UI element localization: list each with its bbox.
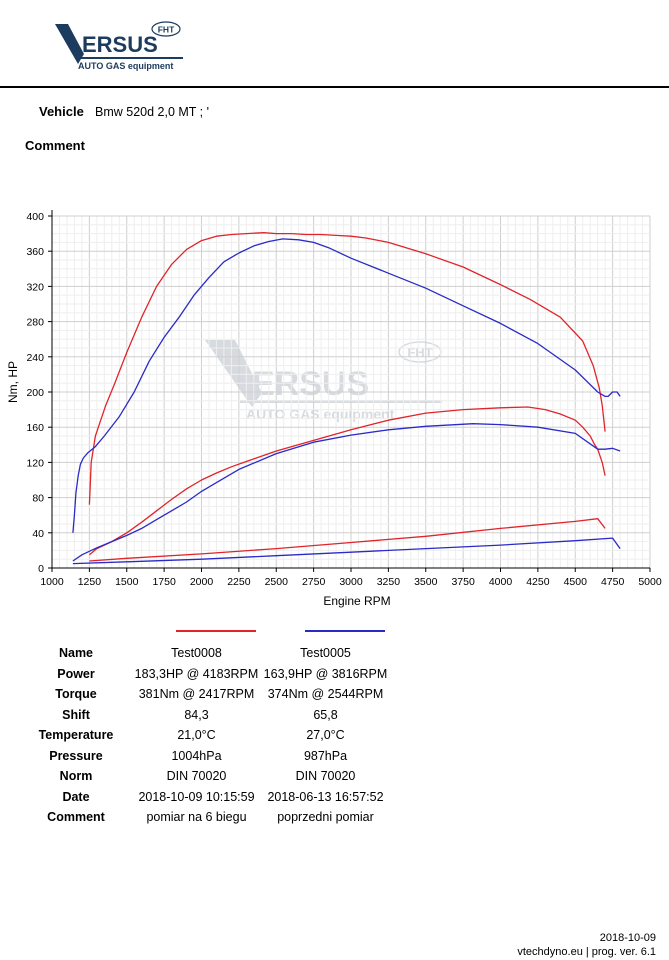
y-tick-label: 0 [38, 563, 44, 575]
table-row: Norm DIN 70020 DIN 70020 [20, 766, 390, 787]
y-tick-label: 200 [26, 387, 44, 399]
row-value-b: 65,8 [313, 707, 338, 722]
comment-label: Comment [25, 138, 85, 153]
legend-line-test0008 [176, 630, 256, 632]
legend-line-test0005 [305, 630, 385, 632]
row-value-a: 2018-10-09 10:15:59 [138, 789, 255, 804]
table-row: Pressure 1004hPa 987hPa [20, 746, 390, 767]
y-tick-label: 360 [26, 246, 44, 258]
row-value-a: DIN 70020 [166, 769, 227, 784]
logo-text: ERSUS [82, 32, 158, 57]
y-tick-label: 80 [32, 493, 44, 505]
row-label: Pressure [49, 748, 103, 763]
x-tick-label: 3500 [414, 576, 438, 588]
series-loss-test0005 [72, 537, 621, 565]
x-tick-label: 4750 [601, 576, 625, 588]
y-tick-label: 400 [26, 211, 44, 223]
results-table: Name Test0008 Test0005 Power 183,3HP @ 4… [20, 643, 390, 828]
row-value-b: 987hPa [303, 748, 348, 763]
series-torque-test0008 [88, 232, 606, 505]
footer-date: 2018-10-09 [599, 932, 656, 944]
versus-logo-mark: ERSUS FHT AUTO GAS equipment [55, 21, 183, 71]
x-tick-label: 3750 [451, 576, 475, 588]
x-tick-label: 4500 [564, 576, 588, 588]
x-tick-label: 1250 [78, 576, 102, 588]
y-tick-label: 120 [26, 457, 44, 469]
row-value-a: 381Nm @ 2417RPM [138, 687, 255, 702]
y-tick-label: 160 [26, 422, 44, 434]
row-value-b: 2018-06-13 16:57:52 [267, 789, 384, 804]
y-tick-label: 240 [26, 352, 44, 364]
logo-badge-ring [151, 21, 181, 37]
name-test-b: Test0005 [300, 646, 351, 661]
row-value-a: 1004hPa [171, 748, 222, 763]
x-tick-label: 4000 [489, 576, 513, 588]
vehicle-value: Bmw 520d 2,0 MT ; ' [95, 105, 210, 119]
series-power-test0005 [72, 423, 621, 562]
table-row: Comment pomiar na 6 biegu poprzedni pomi… [20, 807, 390, 828]
row-value-b: poprzedni pomiar [277, 810, 374, 825]
table-row: Date 2018-10-09 10:15:59 2018-06-13 16:5… [20, 787, 390, 808]
row-label: Power [57, 666, 95, 681]
x-tick-label: 4250 [526, 576, 550, 588]
logo-badge: FHT [158, 25, 175, 35]
name-test-a: Test0008 [171, 646, 222, 661]
row-value-b: DIN 70020 [295, 769, 356, 784]
logo-tagline: AUTO GAS equipment [78, 61, 173, 71]
x-tick-label: 5000 [638, 576, 662, 588]
row-value-a: 21,0°C [177, 728, 216, 743]
series-torque-test0005 [72, 238, 621, 533]
row-label: Torque [55, 687, 97, 702]
x-tick-label: 2750 [302, 576, 326, 588]
x-tick-label: 3250 [377, 576, 401, 588]
table-row: Torque 381Nm @ 2417RPM 374Nm @ 2544RPM [20, 684, 390, 705]
name-label: Name [58, 646, 94, 661]
x-tick-label: 2250 [227, 576, 251, 588]
y-tick-label: 320 [26, 281, 44, 293]
chart-axes: 1000 1250 1500 1750 2000 2250 2500 2750 3000 3250… [26, 210, 662, 588]
header-divider [0, 86, 669, 88]
row-value-a: 84,3 [184, 707, 209, 722]
x-tick-label: 3000 [339, 576, 363, 588]
row-value-a: pomiar na 6 biegu [146, 810, 247, 825]
row-label: Comment [47, 810, 105, 825]
table-row: Shift 84,3 65,8 [20, 705, 390, 726]
chart-grid [51, 215, 651, 569]
series-power-test0008 [88, 406, 606, 556]
series-loss-test0008 [89, 518, 606, 562]
row-label: Shift [62, 707, 90, 722]
dyno-chart: ERSUS FHT AUTO GAS equipment 1000 1250 150… [6, 210, 662, 608]
chart-series [72, 232, 621, 565]
row-label: Temperature [38, 728, 114, 743]
row-value-a: 183,3HP @ 4183RPM [134, 666, 259, 681]
vehicle-label: Vehicle [39, 104, 84, 119]
row-label: Date [62, 789, 90, 804]
x-tick-label: 1750 [152, 576, 176, 588]
row-label: Norm [59, 769, 93, 784]
x-tick-label: 1000 [40, 576, 64, 588]
table-row: Temperature 21,0°C 27,0°C [20, 725, 390, 746]
row-value-b: 163,9HP @ 3816RPM [263, 666, 388, 681]
x-tick-label: 2500 [265, 576, 289, 588]
watermark-text: ERSUS [252, 365, 369, 403]
table-row: Power 183,3HP @ 4183RPM 163,9HP @ 3816RP… [20, 664, 390, 685]
x-tick-label: 1500 [115, 576, 139, 588]
row-value-b: 27,0°C [306, 728, 345, 743]
x-tick-label: 2000 [190, 576, 214, 588]
x-axis-title: Engine RPM [323, 594, 390, 608]
versus-logo: ERSUS FHT AUTO GAS equipment [55, 20, 195, 74]
y-tick-label: 280 [26, 317, 44, 329]
y-tick-label: 40 [32, 528, 44, 540]
y-axis-title: Nm, HP [6, 361, 20, 403]
footer-credit: vtechdyno.eu | prog. ver. 6.1 [517, 946, 656, 958]
row-value-b: 374Nm @ 2544RPM [267, 687, 384, 702]
watermark-badge: FHT [407, 345, 432, 360]
table-header-row: Name Test0008 Test0005 [20, 643, 390, 664]
